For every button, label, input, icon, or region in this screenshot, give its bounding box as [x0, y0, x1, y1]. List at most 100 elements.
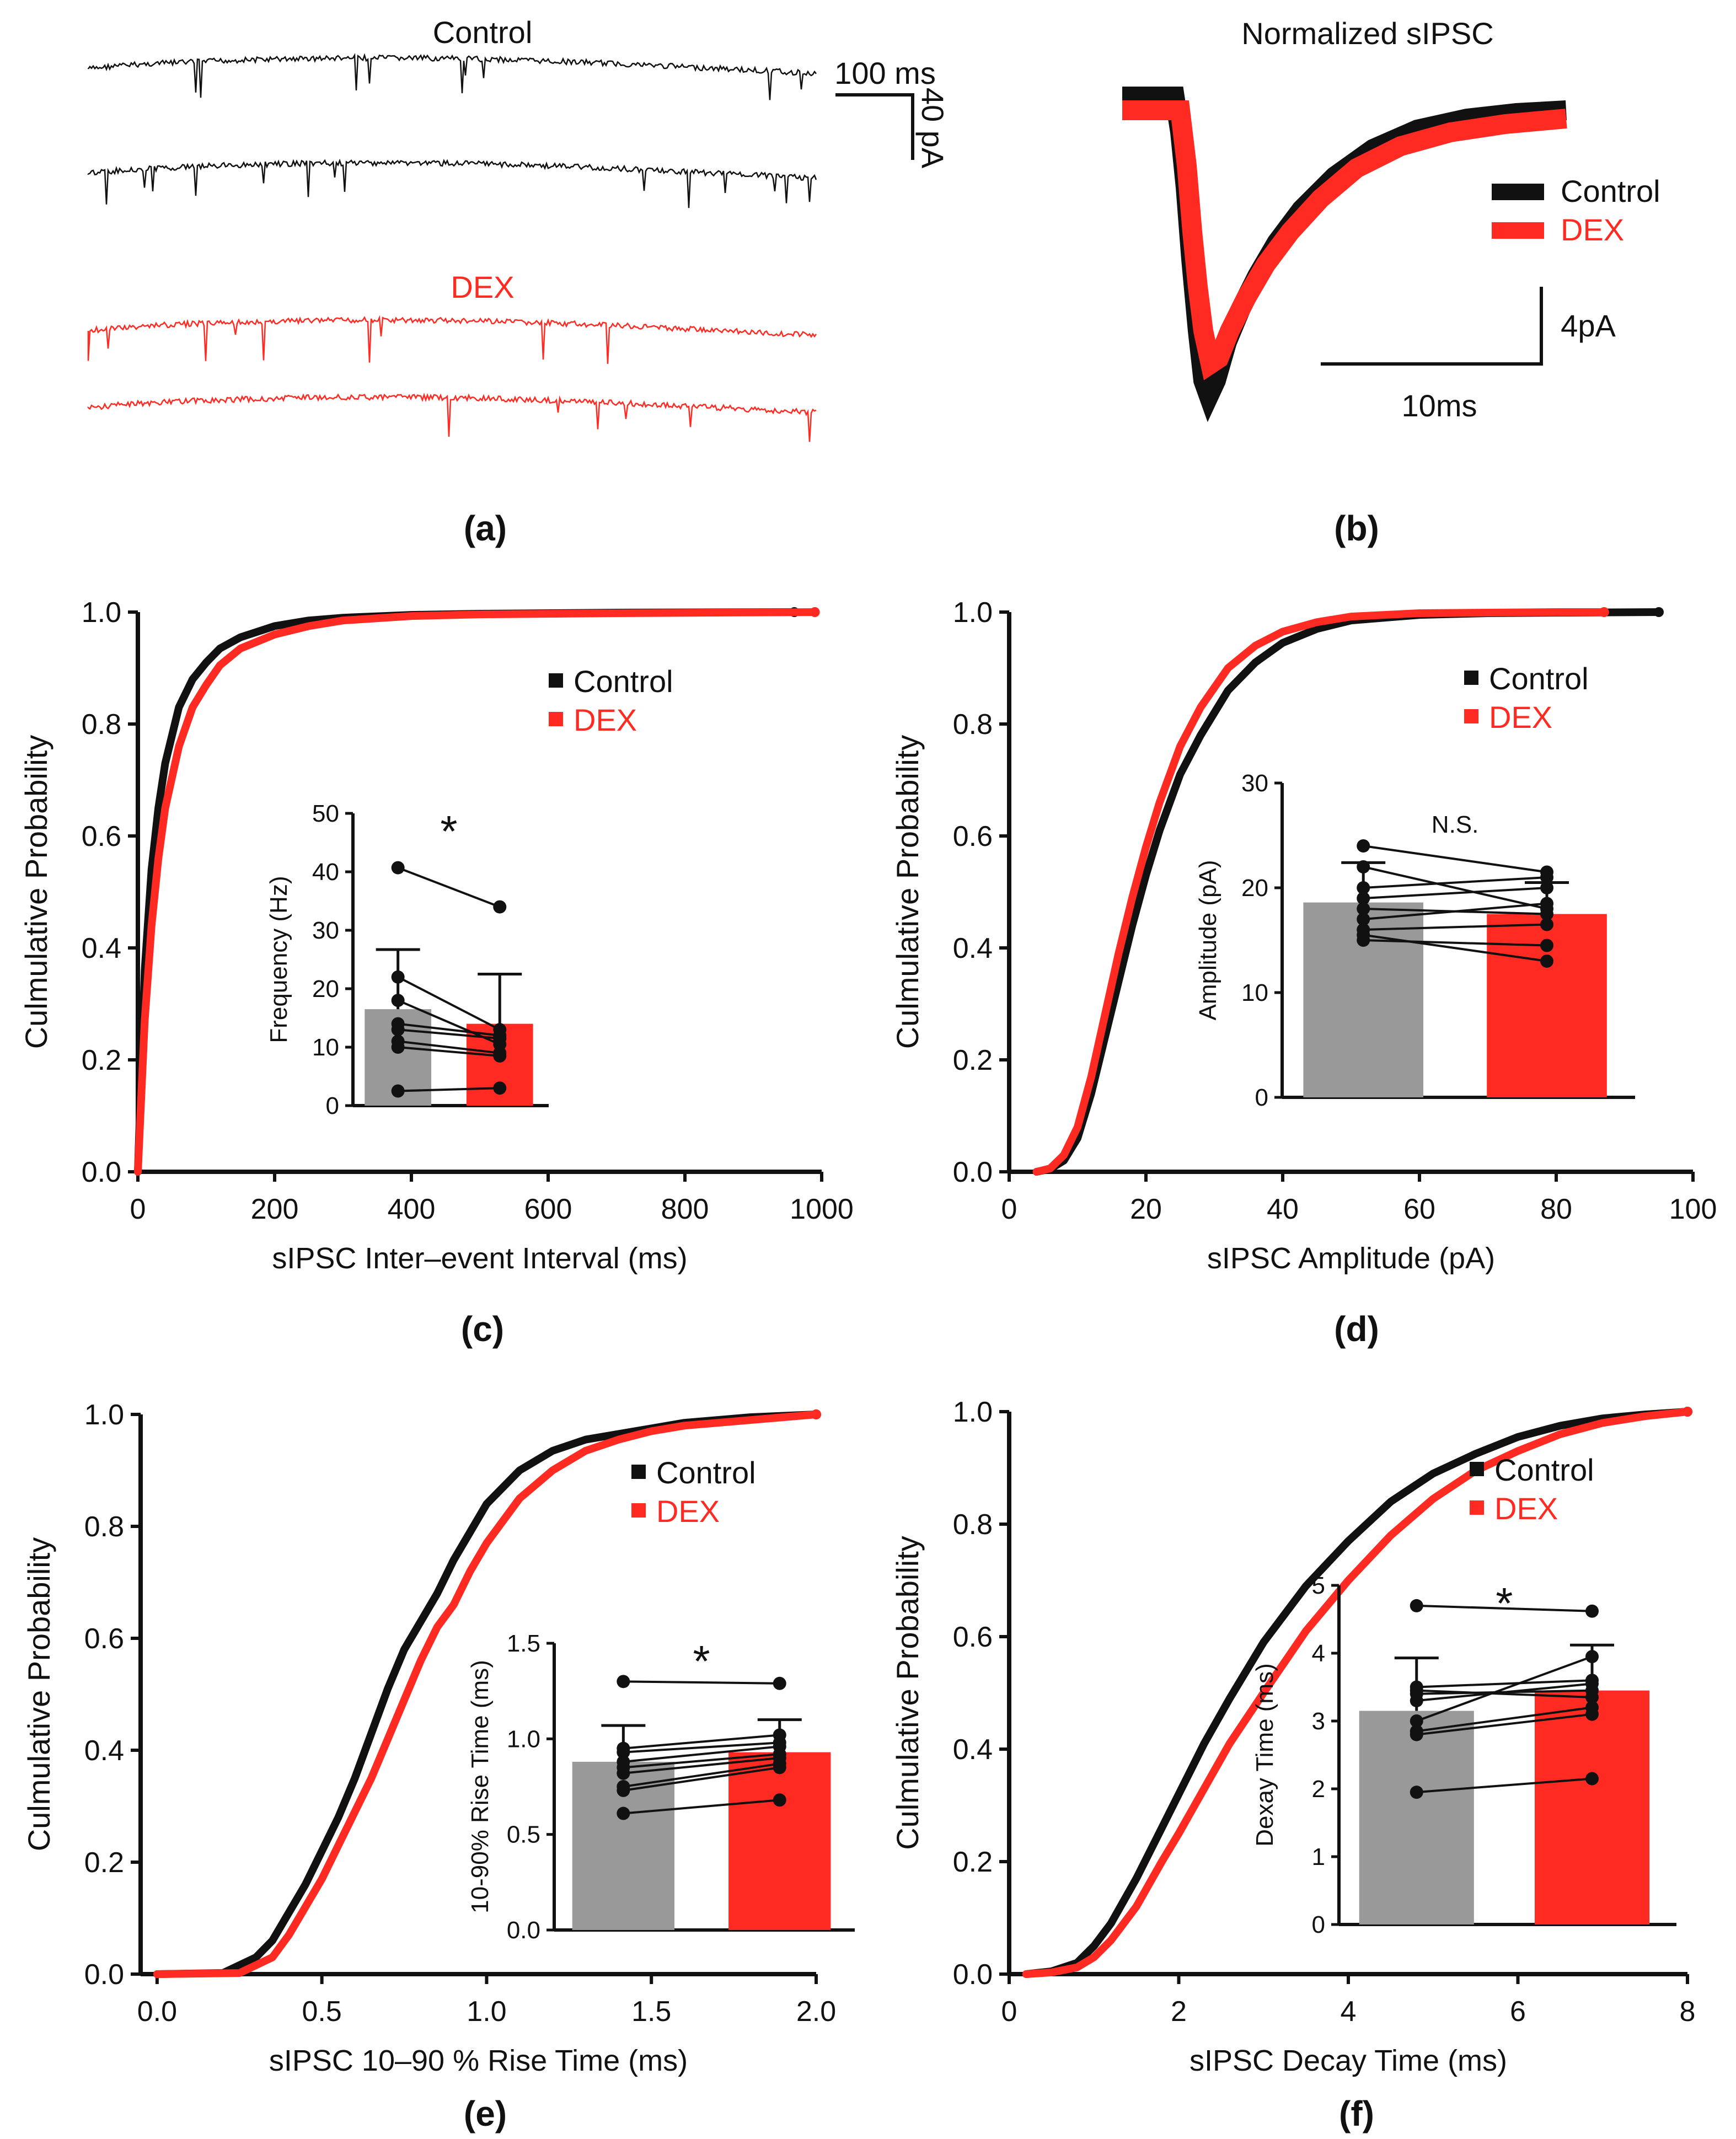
scale-time-b: 10ms [1402, 388, 1477, 423]
legend-dex-swatch-c [549, 712, 563, 726]
x-tick-label-d: 20 [1130, 1193, 1162, 1225]
inset-y-tick-label-c: 40 [312, 859, 339, 886]
panel-label-e: (e) [464, 2094, 507, 2133]
x-axis-label-f: sIPSC Decay Time (ms) [1190, 2044, 1507, 2077]
inset-pair-line-d [1363, 866, 1547, 910]
legend-dex-label-f: DEX [1494, 1491, 1558, 1526]
legend-control-swatch-f [1470, 1462, 1484, 1476]
legend-control-swatch-d [1464, 671, 1478, 685]
inset-point-control-c [391, 1041, 405, 1054]
x-tick-label-c: 600 [524, 1193, 572, 1225]
y-tick-label-d: 0.2 [953, 1044, 993, 1076]
inset-y-tick-label-e: 0.5 [507, 1821, 540, 1848]
inset-point-control-f [1410, 1728, 1423, 1741]
x-tick-label-d: 60 [1403, 1193, 1435, 1225]
inset-point-dex-f [1585, 1604, 1599, 1618]
inset-point-control-c [391, 970, 405, 984]
y-axis-label-d: Culmulative Probability [890, 735, 925, 1049]
y-tick-label-f: 0.6 [953, 1621, 993, 1653]
inset-y-tick-label-e: 0.0 [507, 1917, 540, 1944]
inset-pair-line-c [398, 1046, 500, 1057]
dex-trace-title: DEX [451, 270, 514, 304]
y-tick-label-f: 0.8 [953, 1509, 993, 1541]
inset-pair-line-d [1363, 923, 1547, 931]
inset-point-control-d [1357, 860, 1370, 873]
inset-pair-line-f [1416, 1655, 1593, 1722]
x-tick-label-c: 1000 [790, 1193, 854, 1225]
scale-time-a: 100 ms [834, 56, 936, 90]
inset-pair-line-c [397, 866, 500, 908]
series-end-marker-c [810, 607, 820, 617]
legend-control-label-c: Control [574, 664, 673, 699]
inset-pair-line-d [1363, 845, 1547, 873]
legend-b-control-swatch [1492, 184, 1544, 200]
panel-b: Normalized sIPSC Control DEX 4pA 10ms (b… [1122, 16, 1660, 548]
y-tick-label-c: 1.0 [82, 597, 121, 629]
legend-control-swatch-e [631, 1465, 646, 1479]
legend-dex-swatch-d [1464, 709, 1478, 723]
inset-point-control-c [391, 1084, 405, 1098]
x-tick-label-e: 1.5 [631, 1996, 671, 2028]
legend-control-label-e: Control [656, 1455, 756, 1490]
inset-y-tick-label-f: 0 [1312, 1911, 1325, 1938]
inset-point-control-f [1410, 1599, 1423, 1612]
legend-control-label-d: Control [1489, 661, 1589, 696]
legend-control-label-f: Control [1494, 1452, 1594, 1487]
scale-amp-b: 4pA [1561, 308, 1616, 343]
inset-pair-line-f [1416, 1682, 1593, 1702]
series-control-e [153, 1411, 820, 1978]
legend-b: Control DEX [1492, 174, 1660, 247]
inset-point-control-d [1357, 913, 1370, 926]
x-axis-label-c: sIPSC Inter–event Interval (ms) [272, 1242, 687, 1275]
inset-point-dex-c [493, 1081, 507, 1095]
inset-point-control-e [617, 1783, 630, 1797]
inset-pair-line-e [623, 1680, 780, 1685]
inset-pair-line-d [1363, 876, 1547, 889]
inset-y-tick-label-e: 1.5 [507, 1630, 540, 1657]
inset-point-dex-f [1585, 1772, 1599, 1786]
x-tick-label-f: 6 [1510, 1996, 1526, 2028]
inset-y-tick-label-f: 1 [1312, 1843, 1325, 1870]
y-tick-label-e: 0.8 [84, 1511, 124, 1543]
inset-y-axis-label-d: Amplitude (pA) [1194, 860, 1221, 1020]
inset-pair-line-d [1363, 902, 1547, 920]
series-end-marker-f [1683, 1407, 1692, 1417]
inset-pair-line-e [623, 1741, 780, 1754]
series-end-marker-d [1654, 607, 1664, 617]
panel-e: 0.0 0.5 1.0 1.5 2.0 0.0 0.2 0.4 0.6 0.8 1.0 sIPSC 1… [22, 1399, 855, 2077]
inset-pair-line-e [623, 1799, 780, 1815]
inset-bar-control-f [1359, 1711, 1474, 1924]
inset-point-dex-f [1585, 1707, 1599, 1721]
inset-point-dex-f [1585, 1677, 1599, 1691]
y-axis-label-e: Culmulative Probability [22, 1537, 56, 1852]
inset-y-tick-label-f: 5 [1312, 1572, 1325, 1599]
inset-point-dex-c [493, 1049, 507, 1063]
y-tick-label-f: 0.0 [953, 1959, 993, 1991]
inset-point-dex-f [1585, 1690, 1599, 1704]
inset-significance-f: * [1496, 1579, 1513, 1628]
inset-point-control-d [1357, 881, 1370, 894]
y-axis-label-c: Culmulative Probability [19, 735, 53, 1049]
inset-point-dex-d [1540, 871, 1553, 884]
inset-point-control-e [617, 1745, 630, 1759]
inset-point-dex-e [773, 1761, 786, 1775]
series-dex-d [1032, 608, 1608, 1176]
scale-bar-b [1321, 287, 1543, 366]
inset-point-control-f [1410, 1694, 1423, 1708]
y-tick-label-c: 0.4 [82, 932, 121, 964]
y-tick-label-c: 0.0 [82, 1156, 121, 1188]
x-tick-label-d: 100 [1669, 1193, 1717, 1225]
panel-label-c: (c) [461, 1309, 504, 1349]
inset-y-tick-label-c: 50 [312, 800, 339, 827]
legend-dex-swatch-f [1470, 1500, 1484, 1515]
inset-y-tick-label-f: 2 [1312, 1776, 1325, 1803]
x-tick-label-d: 40 [1267, 1193, 1299, 1225]
y-tick-label-e: 0.2 [84, 1847, 124, 1879]
series-dex-e [153, 1411, 820, 1978]
y-tick-label-d: 0.0 [953, 1156, 993, 1188]
inset-y-tick-label-c: 0 [326, 1092, 339, 1119]
x-tick-label-f: 2 [1171, 1996, 1187, 2028]
inset-pair-line-e [623, 1757, 780, 1775]
panel-label-b: (b) [1334, 508, 1379, 548]
